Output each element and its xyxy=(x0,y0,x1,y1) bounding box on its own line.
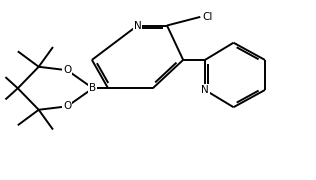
Text: O: O xyxy=(63,101,71,111)
Text: Cl: Cl xyxy=(202,12,213,22)
Text: B: B xyxy=(89,83,96,93)
Text: N: N xyxy=(201,85,209,95)
Text: O: O xyxy=(63,65,71,75)
Text: N: N xyxy=(134,21,142,30)
